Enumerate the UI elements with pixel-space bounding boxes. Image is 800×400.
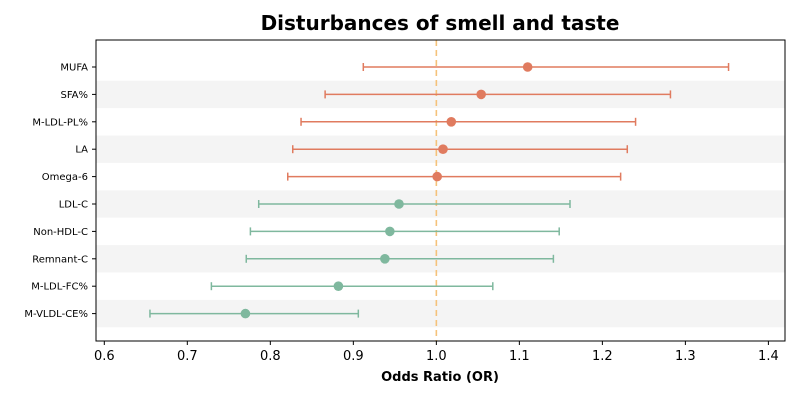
or-point xyxy=(394,199,404,209)
category-label: M-LDL-FC% xyxy=(31,282,88,293)
or-point xyxy=(385,226,395,237)
category-label: SFA% xyxy=(60,90,88,101)
error-bar xyxy=(210,282,494,291)
error-bar xyxy=(249,227,560,236)
or-point xyxy=(333,281,344,292)
error-bar xyxy=(287,172,622,181)
x-tick-label: 1.4 xyxy=(758,349,779,364)
x-tick-label: 0.7 xyxy=(177,349,198,364)
or-point xyxy=(240,308,251,319)
or-point xyxy=(380,253,390,264)
x-tick-label: 0.8 xyxy=(260,349,281,364)
or-point xyxy=(476,89,486,100)
or-point xyxy=(432,171,442,182)
x-tick-label: 1.2 xyxy=(592,349,613,364)
error-bar xyxy=(291,145,629,154)
error-bar xyxy=(324,90,672,99)
error-bar xyxy=(300,117,637,126)
error-bar xyxy=(245,254,555,263)
x-tick-label: 0.9 xyxy=(343,349,364,364)
x-tick-label: 1.3 xyxy=(675,349,696,364)
category-label: LA xyxy=(75,145,88,156)
x-axis-label: Odds Ratio (OR) xyxy=(381,370,499,385)
error-bar xyxy=(257,200,571,208)
odds-ratio-points xyxy=(240,62,533,319)
category-label: Non-HDL-C xyxy=(33,227,88,238)
x-tick-label: 0.6 xyxy=(94,349,115,364)
x-tick-label: 1.1 xyxy=(509,349,530,364)
error-bar xyxy=(362,63,730,71)
category-label: M-VLDL-CE% xyxy=(24,309,88,320)
category-labels: MUFA SFA% M-LDL-PL% LA Omega-6 LDL-C Non-HDL-C… xyxy=(24,63,96,320)
chart-title: Disturbances of smell and taste xyxy=(261,11,620,35)
error-bar xyxy=(149,309,360,318)
x-tick-label: 1.0 xyxy=(426,349,447,364)
plot-frame xyxy=(95,39,786,342)
category-label: LDL-C xyxy=(59,200,88,211)
error-bars xyxy=(149,63,730,318)
category-label: Remnant-C xyxy=(32,254,88,265)
category-label: MUFA xyxy=(60,63,88,74)
category-label: Omega-6 xyxy=(42,172,88,183)
x-axis: 0.6 0.7 0.8 0.9 1.0 1.1 1.2 1.3 1.4 xyxy=(94,341,779,364)
category-label: M-LDL-PL% xyxy=(32,117,88,128)
or-point xyxy=(438,144,448,154)
or-point xyxy=(522,62,533,72)
or-point xyxy=(446,117,457,127)
